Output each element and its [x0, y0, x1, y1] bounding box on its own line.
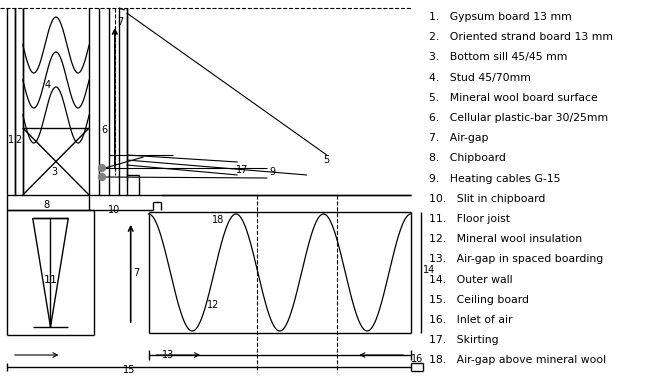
- Text: 7.   Air-gap: 7. Air-gap: [429, 133, 489, 143]
- Text: 9.   Heating cables G-15: 9. Heating cables G-15: [429, 174, 560, 184]
- Text: 3.   Bottom sill 45/45 mm: 3. Bottom sill 45/45 mm: [429, 53, 567, 62]
- Text: 11.   Floor joist: 11. Floor joist: [429, 214, 510, 224]
- Text: 12.   Mineral wool insulation: 12. Mineral wool insulation: [429, 234, 582, 244]
- Circle shape: [99, 165, 105, 171]
- Text: 2: 2: [16, 135, 22, 145]
- Text: 13.   Air-gap in spaced boarding: 13. Air-gap in spaced boarding: [429, 255, 603, 264]
- Text: 3: 3: [52, 167, 58, 177]
- Text: 14: 14: [422, 265, 435, 275]
- Text: 16: 16: [410, 354, 423, 364]
- Text: 5: 5: [324, 155, 330, 165]
- Text: 12: 12: [207, 300, 219, 310]
- Text: 10: 10: [108, 205, 120, 215]
- Text: 11: 11: [44, 275, 58, 285]
- Text: 2.   Oriented strand board 13 mm: 2. Oriented strand board 13 mm: [429, 32, 613, 42]
- Text: 17: 17: [236, 165, 249, 175]
- Text: 18.   Air-gap above mineral wool: 18. Air-gap above mineral wool: [429, 355, 606, 365]
- Text: 13: 13: [162, 350, 175, 360]
- Text: 4.   Stud 45/70mm: 4. Stud 45/70mm: [429, 73, 531, 83]
- Text: 6.   Cellular plastic-bar 30/25mm: 6. Cellular plastic-bar 30/25mm: [429, 113, 608, 123]
- Text: 7: 7: [134, 268, 140, 278]
- Text: 14.   Outer wall: 14. Outer wall: [429, 275, 512, 285]
- Text: 9: 9: [269, 167, 275, 177]
- Text: 4: 4: [44, 80, 50, 90]
- Text: 8.   Chipboard: 8. Chipboard: [429, 154, 506, 163]
- Text: 18: 18: [212, 215, 224, 225]
- Text: 15.   Ceiling board: 15. Ceiling board: [429, 295, 529, 305]
- Text: 1.   Gypsum board 13 mm: 1. Gypsum board 13 mm: [429, 12, 571, 22]
- Text: 1: 1: [8, 135, 14, 145]
- Text: 17.   Skirting: 17. Skirting: [429, 335, 498, 345]
- Text: 8: 8: [44, 200, 50, 210]
- Text: 6: 6: [101, 125, 107, 135]
- Circle shape: [99, 173, 105, 181]
- Text: 15: 15: [122, 365, 135, 375]
- Text: 5.   Mineral wool board surface: 5. Mineral wool board surface: [429, 93, 598, 103]
- Text: 7: 7: [118, 17, 124, 27]
- Text: 10.   Slit in chipboard: 10. Slit in chipboard: [429, 194, 545, 204]
- Text: 16.   Inlet of air: 16. Inlet of air: [429, 315, 512, 325]
